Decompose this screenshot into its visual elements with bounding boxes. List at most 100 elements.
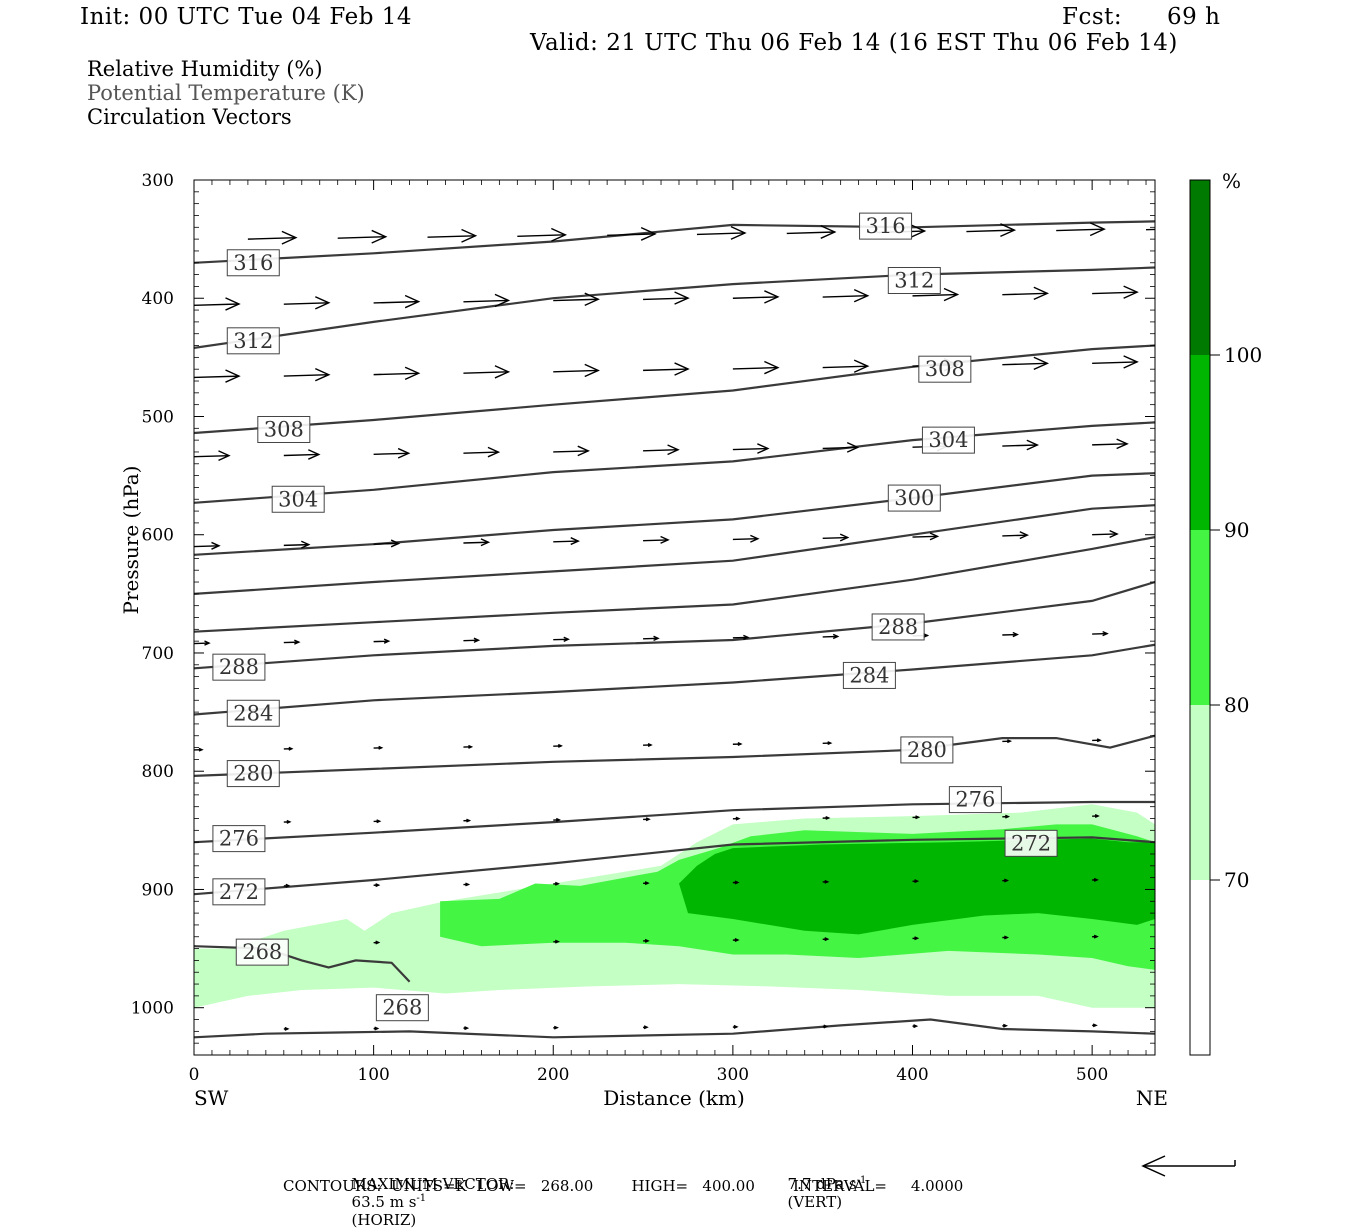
contour-label-312: 312 bbox=[227, 328, 279, 354]
theta-contour-284 bbox=[194, 645, 1155, 715]
contour-label-268: 268 bbox=[376, 995, 428, 1021]
contour-label-text: 276 bbox=[955, 788, 995, 812]
wind-vector bbox=[1002, 357, 1047, 369]
contour-label-304: 304 bbox=[922, 427, 974, 453]
wind-vector bbox=[284, 297, 329, 309]
contour-label-304: 304 bbox=[272, 486, 324, 512]
contours-caption: CONTOURS: UNITS=K LOW= 268.00 HIGH= 400.… bbox=[283, 1177, 963, 1195]
contour-label-284: 284 bbox=[227, 700, 279, 726]
wind-vector bbox=[553, 745, 561, 748]
contour-label-312: 312 bbox=[888, 268, 940, 294]
contour-label-text: 280 bbox=[907, 738, 947, 762]
x-axis-label: Distance (km) bbox=[603, 1086, 745, 1110]
contour-label-300: 300 bbox=[888, 485, 940, 511]
wind-vector bbox=[463, 447, 498, 456]
contour-label-284: 284 bbox=[843, 662, 895, 688]
x-axis-left-end-label: SW bbox=[194, 1086, 229, 1110]
contour-label-text: 304 bbox=[928, 428, 968, 452]
y-tick-label: 1000 bbox=[131, 999, 174, 1019]
wind-vector bbox=[1092, 531, 1117, 538]
theta-contour-308 bbox=[194, 346, 1155, 434]
wind-vector bbox=[823, 360, 868, 372]
wind-vector bbox=[374, 296, 419, 308]
colorbar-label: 100 bbox=[1224, 343, 1262, 367]
colorbar-segment-100 bbox=[1190, 180, 1210, 355]
wind-vector bbox=[374, 1027, 378, 1030]
contour-label-text: 312 bbox=[233, 329, 273, 353]
colorbar-unit: % bbox=[1222, 169, 1241, 193]
theta-contour-312 bbox=[194, 268, 1155, 348]
contour-label-text: 276 bbox=[219, 827, 259, 851]
contour-label-text: 308 bbox=[264, 417, 304, 441]
x-tick-label: 100 bbox=[357, 1065, 389, 1085]
wind-vector bbox=[374, 449, 409, 458]
wind-vector bbox=[284, 821, 290, 824]
wind-vector bbox=[733, 535, 758, 542]
wind-vector bbox=[643, 292, 688, 304]
colorbar-segment-below-70 bbox=[1190, 880, 1210, 1055]
y-tick-label: 600 bbox=[142, 526, 174, 546]
contour-label-288: 288 bbox=[213, 654, 265, 680]
x-axis-right-end-label: NE bbox=[1136, 1086, 1168, 1110]
wind-vector bbox=[733, 291, 778, 303]
wind-vector bbox=[463, 366, 508, 378]
contour-label-text: 300 bbox=[894, 486, 934, 510]
y-tick-label: 800 bbox=[142, 762, 174, 782]
wind-vector bbox=[338, 230, 386, 243]
wind-vector bbox=[463, 539, 488, 546]
wind-vector bbox=[1056, 223, 1104, 236]
wind-vector bbox=[553, 1026, 557, 1029]
max-vector-vert-unit: (VERT) bbox=[788, 1193, 843, 1211]
wind-vector bbox=[823, 534, 848, 541]
theta-contour-304 bbox=[194, 422, 1155, 502]
wind-vector bbox=[1092, 1024, 1096, 1027]
wind-vector bbox=[1002, 633, 1017, 637]
theta-contour-316 bbox=[194, 221, 1155, 262]
wind-vector bbox=[1092, 632, 1107, 636]
contour-label-272: 272 bbox=[213, 879, 265, 905]
wind-vector bbox=[517, 229, 565, 242]
contour-label-text: 280 bbox=[233, 762, 273, 786]
wind-vector bbox=[374, 639, 389, 643]
wind-vector bbox=[787, 226, 835, 239]
wind-vector bbox=[284, 369, 329, 381]
wind-vector bbox=[1002, 532, 1027, 539]
contour-label-text: 316 bbox=[866, 214, 906, 238]
wind-vector bbox=[463, 1027, 467, 1030]
wind-vector bbox=[553, 819, 559, 822]
wind-vector bbox=[374, 367, 419, 379]
wind-vector bbox=[643, 363, 688, 375]
wind-vector bbox=[823, 634, 838, 638]
wind-vector bbox=[1092, 739, 1100, 742]
contour-label-316: 316 bbox=[227, 250, 279, 276]
cross-section-chart: 3163163123123083083043043002882882842842… bbox=[0, 0, 1350, 1200]
wind-vector bbox=[1146, 222, 1194, 235]
wind-vector bbox=[643, 1026, 647, 1029]
contour-label-268: 268 bbox=[236, 939, 288, 965]
theta-contour-300 bbox=[194, 473, 1155, 555]
wind-vector bbox=[374, 540, 399, 547]
wind-vector bbox=[913, 1025, 917, 1028]
y-tick-label: 300 bbox=[142, 171, 174, 191]
contour-label-316: 316 bbox=[860, 213, 912, 239]
contour-label-308: 308 bbox=[258, 416, 310, 442]
colorbar-segment-70 bbox=[1190, 705, 1210, 880]
colorbar-label: 80 bbox=[1224, 693, 1249, 717]
x-tick-label: 300 bbox=[717, 1065, 749, 1085]
contour-label-text: 288 bbox=[878, 615, 918, 639]
wind-vector bbox=[284, 450, 319, 459]
colorbar-label: 70 bbox=[1224, 868, 1249, 892]
contour-label-text: 304 bbox=[278, 487, 318, 511]
wind-vector bbox=[1092, 356, 1137, 368]
y-tick-label: 400 bbox=[142, 289, 174, 309]
wind-vector bbox=[553, 637, 568, 641]
wind-vector bbox=[284, 747, 292, 750]
colorbar-segment-90 bbox=[1190, 355, 1210, 530]
x-tick-label: 0 bbox=[189, 1065, 200, 1085]
theta-contour-280 bbox=[194, 736, 1155, 776]
colorbar-label: 90 bbox=[1224, 518, 1249, 542]
contour-label-280: 280 bbox=[227, 761, 279, 787]
wind-vector bbox=[374, 820, 380, 823]
wind-vector bbox=[194, 451, 229, 460]
contour-label-276: 276 bbox=[213, 826, 265, 852]
